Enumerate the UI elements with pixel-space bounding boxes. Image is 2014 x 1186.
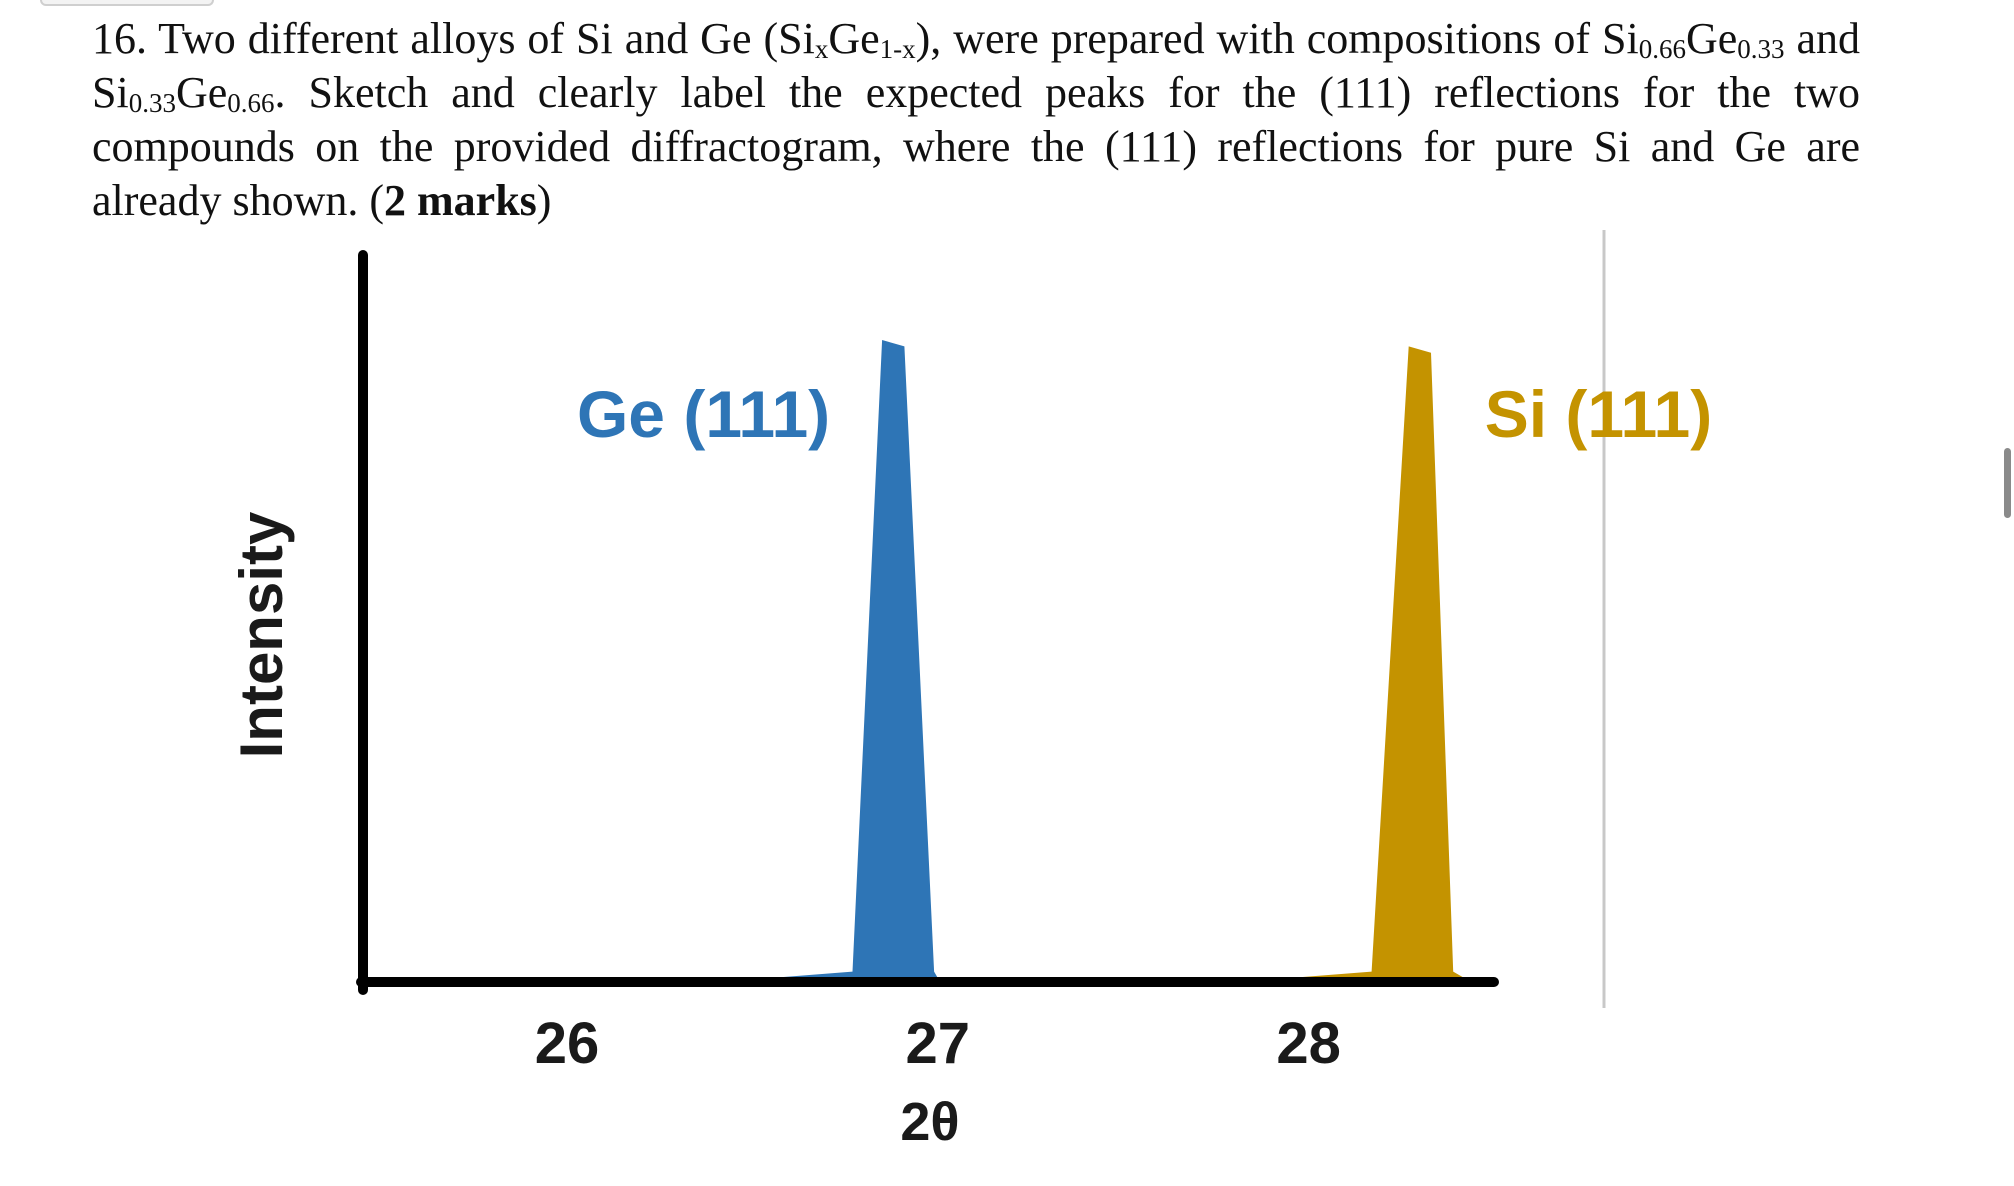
si-peak — [1290, 346, 1465, 978]
question-text: 16. Two different alloys of Si and Ge (S… — [92, 12, 1860, 228]
question-number: 16. — [92, 14, 147, 63]
peaks-group — [770, 340, 1465, 978]
x-tick-label: 27 — [906, 1011, 971, 1076]
question-text-part: Ge — [828, 14, 880, 63]
subscript: 0.66 — [227, 88, 275, 118]
si-peak-label: Si (111) — [1485, 377, 1713, 451]
x-axis-label: 2θ — [900, 1092, 959, 1152]
question-text-part: . Sketch and clearly label the expected … — [92, 68, 1860, 225]
window-corner-artifact — [40, 0, 214, 6]
ge-peak-label: Ge (111) — [577, 377, 830, 451]
x-tick-labels: 26 27 28 — [535, 1011, 1341, 1076]
x-tick-label: 28 — [1276, 1011, 1341, 1076]
x-tick-label: 26 — [535, 1011, 600, 1076]
question-text-part: ) — [536, 176, 552, 225]
question-text-part: Ge — [1685, 14, 1738, 63]
question-text-part: Two different alloys of Si and Ge (Si — [147, 14, 815, 63]
question-text-part: Ge — [175, 68, 228, 117]
ge-peak — [770, 340, 938, 978]
y-axis-label: Intensity — [228, 511, 295, 758]
series-labels: Ge (111) Si (111) — [577, 377, 1712, 451]
subscript: 0.33 — [128, 88, 176, 118]
marks-label: 2 marks — [384, 176, 537, 225]
subscript: 0.33 — [1737, 34, 1785, 64]
question-text-part: and Si — [92, 14, 1861, 117]
subscript: x — [814, 34, 829, 64]
question-text-part: ), were prepared with compositions of Si — [915, 14, 1639, 63]
subscript: 1-x — [879, 34, 916, 64]
subscript: 0.66 — [1638, 34, 1686, 64]
scrollbar-thumb[interactable] — [2004, 448, 2011, 518]
